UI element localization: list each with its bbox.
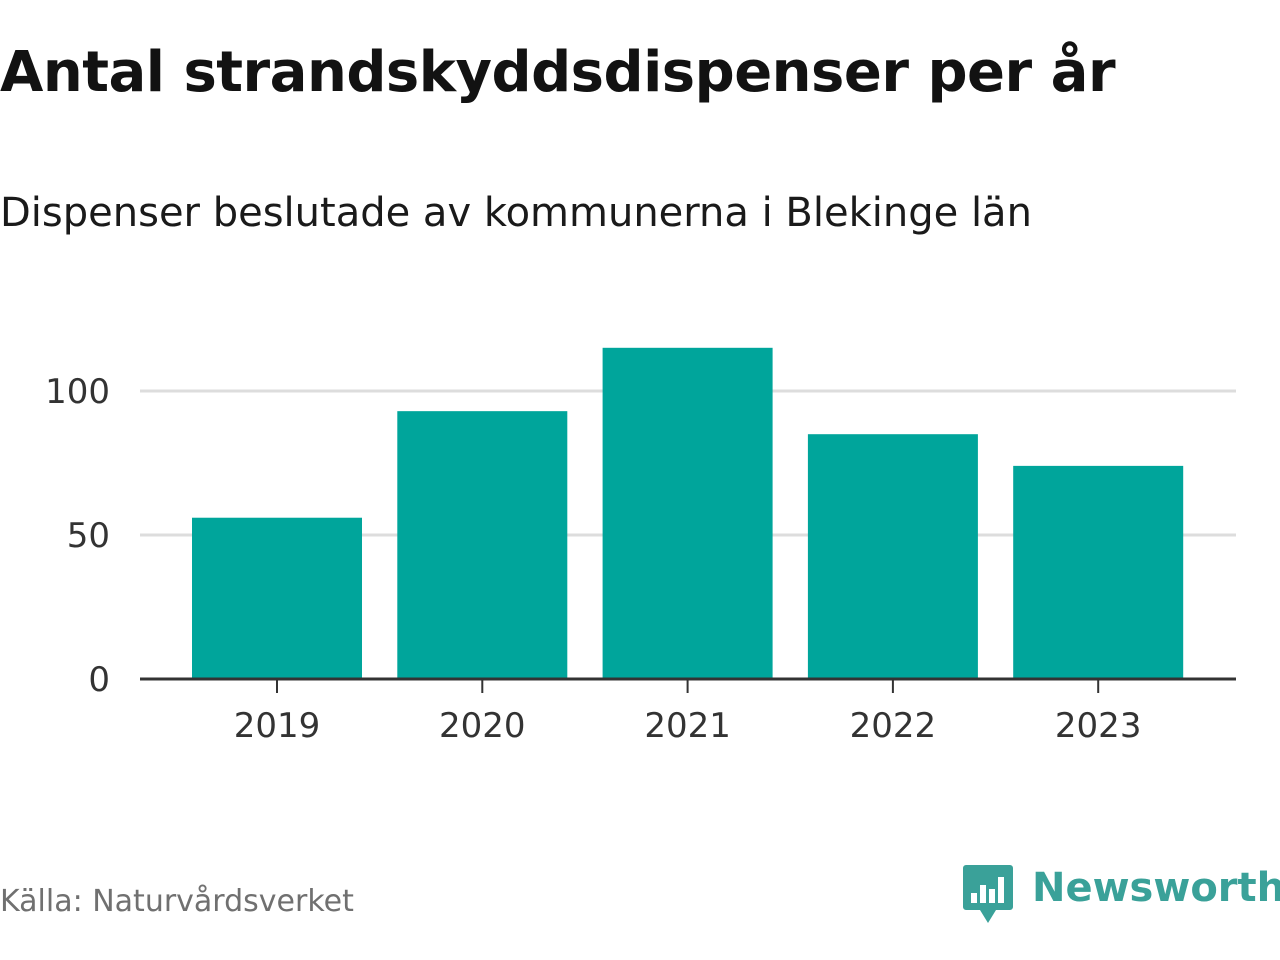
- x-tick-label-2021: 2021: [644, 706, 731, 746]
- newsworthy-logo-icon: [963, 865, 1013, 923]
- bar-2019: [192, 517, 362, 679]
- brand-logo: Newsworthy: [962, 862, 1280, 926]
- bar-2020: [397, 411, 568, 679]
- y-axis-labels: 0 50 100: [45, 372, 110, 700]
- y-tick-label-100: 100: [45, 372, 110, 412]
- source-note: Källa: Naturvårdsverket: [0, 884, 354, 919]
- chart-subtitle: Dispenser beslutade av kommunerna i Blek…: [0, 190, 1032, 236]
- brand-name: Newsworthy: [1032, 865, 1280, 911]
- bar-2022: [807, 434, 978, 679]
- x-tick-label-2020: 2020: [439, 706, 526, 746]
- y-tick-label-0: 0: [88, 660, 110, 700]
- x-tick-label-2022: 2022: [850, 706, 937, 746]
- x-axis: 2019 2020 2021 2022 2023: [140, 677, 1236, 746]
- bar-2021: [602, 347, 773, 679]
- y-tick-label-50: 50: [67, 516, 110, 556]
- chart-title: Antal strandskyddsdispenser per år: [0, 40, 1116, 105]
- bars: [192, 347, 1184, 679]
- x-tick-label-2019: 2019: [234, 706, 321, 746]
- bar-2023: [1013, 465, 1184, 679]
- x-tick-label-2023: 2023: [1055, 706, 1142, 746]
